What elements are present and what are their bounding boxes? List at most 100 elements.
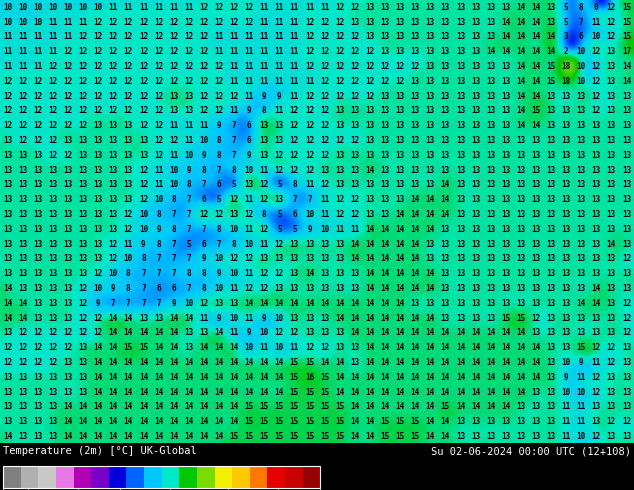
Text: 14: 14: [199, 343, 209, 352]
Text: 5: 5: [277, 225, 281, 234]
Text: 12: 12: [3, 106, 12, 116]
Text: 14: 14: [516, 388, 526, 396]
Text: 11: 11: [275, 106, 284, 116]
Text: 12: 12: [3, 77, 12, 86]
Text: 12: 12: [18, 106, 27, 116]
Text: 13: 13: [425, 299, 435, 308]
Text: 5: 5: [277, 180, 281, 190]
Text: 13: 13: [79, 373, 87, 382]
Text: 12: 12: [154, 136, 163, 145]
Text: 14: 14: [516, 48, 526, 56]
Text: 15: 15: [290, 388, 299, 396]
Text: 13: 13: [259, 151, 269, 160]
Text: 13: 13: [441, 240, 450, 248]
Text: 14: 14: [199, 388, 209, 396]
Text: 12: 12: [214, 210, 224, 219]
Text: 14: 14: [63, 417, 72, 426]
Text: 12: 12: [230, 3, 238, 12]
Text: 13: 13: [607, 151, 616, 160]
Text: 13: 13: [486, 417, 495, 426]
Text: 12: 12: [184, 48, 193, 56]
Text: 13: 13: [486, 180, 495, 190]
Text: 12: 12: [290, 166, 299, 174]
Text: 13: 13: [486, 136, 495, 145]
Text: 13: 13: [275, 254, 284, 264]
Text: 10: 10: [184, 151, 193, 160]
Text: 11: 11: [290, 343, 299, 352]
Text: 9: 9: [156, 225, 161, 234]
Text: 13: 13: [592, 166, 601, 174]
Text: 7: 7: [231, 136, 236, 145]
Text: 14: 14: [396, 343, 404, 352]
Text: 12: 12: [592, 106, 601, 116]
Text: 12: 12: [154, 122, 163, 130]
Text: 12: 12: [380, 77, 389, 86]
Text: 13: 13: [501, 151, 510, 160]
Text: 14: 14: [214, 373, 224, 382]
Text: 13: 13: [63, 373, 72, 382]
Text: 14: 14: [380, 358, 389, 367]
Text: 12: 12: [48, 151, 58, 160]
Text: 13: 13: [592, 270, 601, 278]
Text: 13: 13: [456, 196, 465, 204]
Text: 12: 12: [592, 388, 601, 396]
Text: 13: 13: [531, 432, 541, 441]
Text: 14: 14: [365, 314, 375, 322]
Text: 13: 13: [607, 166, 616, 174]
Text: 12: 12: [199, 106, 209, 116]
Text: 12: 12: [48, 343, 58, 352]
Text: 14: 14: [124, 314, 133, 322]
Text: 13: 13: [18, 254, 27, 264]
Text: 13: 13: [516, 417, 526, 426]
Text: 15: 15: [516, 314, 526, 322]
Text: 15: 15: [622, 32, 631, 42]
Text: 13: 13: [456, 417, 465, 426]
Text: 11: 11: [63, 32, 72, 42]
Text: 14: 14: [410, 270, 420, 278]
Text: 12: 12: [63, 328, 72, 338]
Text: 13: 13: [547, 254, 555, 264]
Text: 13: 13: [335, 284, 344, 293]
Text: 11: 11: [592, 18, 601, 26]
Text: 12: 12: [48, 106, 58, 116]
Text: 13: 13: [365, 3, 375, 12]
Text: 12: 12: [139, 62, 148, 71]
Text: 12: 12: [305, 151, 314, 160]
Text: 13: 13: [456, 240, 465, 248]
Text: 9: 9: [111, 284, 115, 293]
Text: 13: 13: [48, 402, 58, 412]
Text: 13: 13: [547, 284, 555, 293]
Text: 10: 10: [18, 3, 27, 12]
Text: 9: 9: [262, 314, 266, 322]
Text: 14: 14: [108, 373, 118, 382]
Text: 12: 12: [18, 77, 27, 86]
Text: 13: 13: [18, 417, 27, 426]
Text: 13: 13: [562, 92, 571, 100]
Text: 12: 12: [335, 196, 344, 204]
Text: 7: 7: [156, 270, 161, 278]
Text: 11: 11: [124, 3, 133, 12]
Text: 13: 13: [63, 314, 72, 322]
Text: 13: 13: [486, 166, 495, 174]
Text: 13: 13: [365, 136, 375, 145]
Text: 13: 13: [516, 225, 526, 234]
Text: 14: 14: [365, 299, 375, 308]
Text: 14: 14: [501, 32, 510, 42]
Text: 10: 10: [230, 270, 238, 278]
Text: 13: 13: [93, 196, 103, 204]
Text: 12: 12: [335, 210, 344, 219]
Text: 13: 13: [622, 373, 631, 382]
Text: 14: 14: [425, 417, 435, 426]
Text: 5: 5: [292, 225, 297, 234]
Text: 14: 14: [531, 122, 541, 130]
Text: 14: 14: [365, 284, 375, 293]
Text: 13: 13: [79, 388, 87, 396]
Text: 7: 7: [292, 196, 297, 204]
Text: 15: 15: [259, 417, 269, 426]
Text: 7: 7: [186, 284, 191, 293]
Text: 14: 14: [275, 299, 284, 308]
Text: 13: 13: [335, 166, 344, 174]
Text: 13: 13: [63, 358, 72, 367]
Text: 10: 10: [154, 196, 163, 204]
Text: 13: 13: [622, 196, 631, 204]
